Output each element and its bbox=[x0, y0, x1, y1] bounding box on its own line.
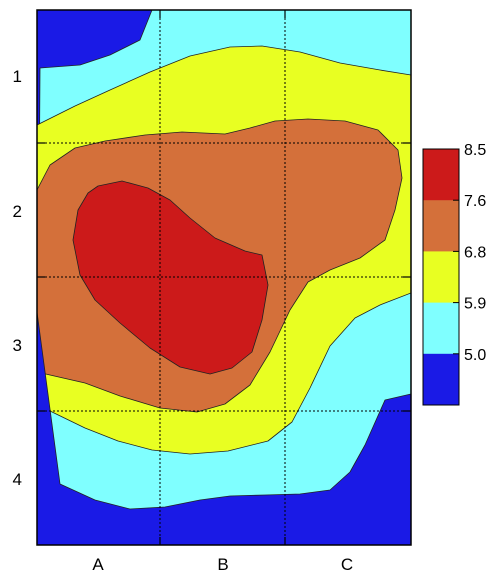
colorbar-segment bbox=[423, 251, 459, 304]
x-tick-label: A bbox=[92, 555, 104, 574]
colorbar-tick-label: 5.9 bbox=[464, 296, 486, 313]
axis-ticks bbox=[37, 10, 411, 545]
colorbar: 8.5 7.6 6.8 5.9 5.0 bbox=[422, 142, 486, 406]
y-tick-label: 3 bbox=[13, 336, 22, 355]
plot-area bbox=[37, 10, 411, 545]
y-tick-label: 1 bbox=[13, 67, 22, 86]
y-tick-labels: 1 2 3 4 bbox=[13, 67, 22, 489]
y-tick-label: 2 bbox=[13, 202, 22, 221]
colorbar-segment bbox=[423, 149, 459, 201]
colorbar-tick-label: 7.6 bbox=[464, 193, 486, 210]
colorbar-segment bbox=[423, 200, 459, 252]
x-tick-label: B bbox=[217, 555, 228, 574]
colorbar-frame bbox=[422, 148, 460, 406]
grid-lines bbox=[37, 10, 411, 545]
colorbar-tick-label: 8.5 bbox=[464, 142, 486, 159]
colorbar-tick-label: 6.8 bbox=[464, 244, 486, 261]
x-tick-label: C bbox=[341, 555, 353, 574]
colorbar-segment bbox=[423, 302, 459, 355]
x-tick-labels: A B C bbox=[92, 555, 353, 574]
colorbar-tick-label: 5.0 bbox=[464, 347, 486, 364]
contour-band-below-5.0 bbox=[37, 311, 411, 545]
colorbar-segment bbox=[423, 353, 459, 406]
y-tick-label: 4 bbox=[13, 470, 22, 489]
